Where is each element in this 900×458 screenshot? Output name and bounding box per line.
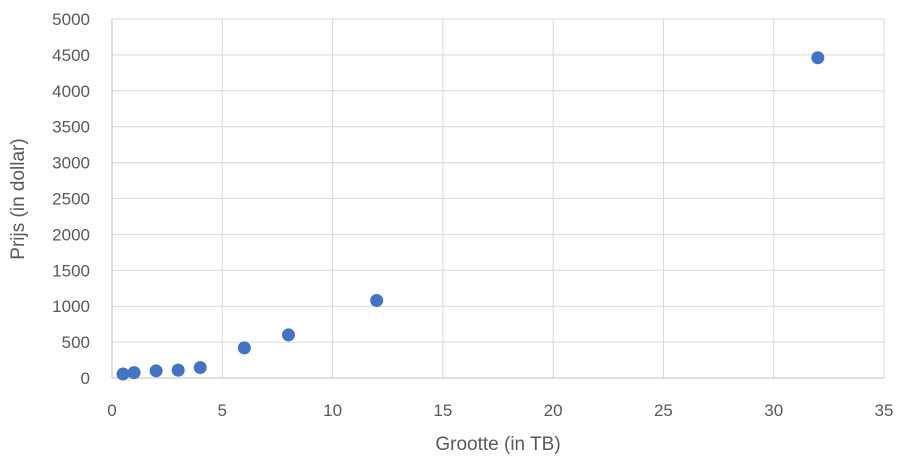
y-tick-label: 4500 — [52, 46, 90, 65]
data-point — [149, 364, 163, 378]
y-tick-label: 5000 — [52, 10, 90, 29]
x-tick-label: 25 — [654, 401, 673, 420]
data-points — [116, 51, 825, 381]
y-tick-label: 1500 — [52, 261, 90, 280]
y-tick-label: 3000 — [52, 154, 90, 173]
data-point — [811, 51, 825, 65]
y-tick-label: 2000 — [52, 225, 90, 244]
data-point — [281, 328, 295, 342]
x-tick-labels: 0 5 10 15 20 25 30 35 — [107, 401, 893, 420]
y-tick-labels: 0 500 1000 1500 2000 2500 3000 3500 4000 4500 5000 — [52, 10, 90, 388]
data-point — [237, 341, 251, 355]
y-tick-label: 1000 — [52, 297, 90, 316]
x-tick-label: 35 — [875, 401, 894, 420]
x-tick-label: 0 — [107, 401, 116, 420]
y-tick-label: 3500 — [52, 118, 90, 137]
axes — [111, 19, 884, 379]
y-tick-label: 2500 — [52, 190, 90, 209]
y-tick-label: 0 — [81, 369, 90, 388]
data-point — [370, 293, 384, 307]
data-point — [127, 366, 141, 380]
x-tick-label: 10 — [323, 401, 342, 420]
data-point — [116, 367, 130, 381]
data-point — [193, 361, 207, 375]
x-tick-label: 15 — [433, 401, 452, 420]
x-axis-title: Grootte (in TB) — [435, 434, 560, 455]
y-axis-title: Prijs (in dollar) — [8, 138, 29, 259]
gridlines — [112, 18, 885, 378]
x-tick-label: 5 — [218, 401, 227, 420]
y-tick-label: 4000 — [52, 82, 90, 101]
data-point — [171, 363, 185, 377]
x-tick-label: 20 — [544, 401, 563, 420]
x-tick-label: 30 — [764, 401, 783, 420]
y-tick-label: 500 — [62, 333, 90, 352]
